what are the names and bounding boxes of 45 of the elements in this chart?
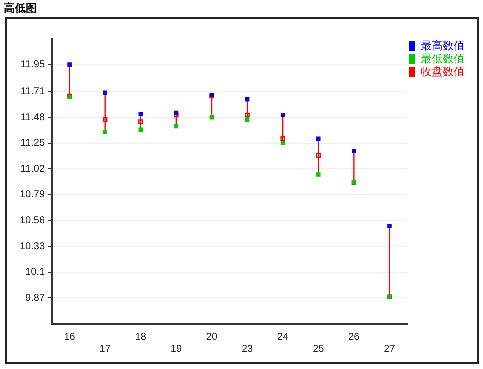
point: [316, 136, 321, 142]
legend-label: 最高数值: [421, 40, 465, 53]
point: [352, 149, 356, 154]
point: [103, 90, 108, 96]
point: [245, 97, 250, 102]
x-tick-label: 25: [313, 344, 325, 355]
y-tick-label: 10.1: [26, 267, 46, 278]
y-tick-label: 11.48: [20, 112, 46, 124]
point: [245, 118, 250, 122]
point: [102, 117, 108, 122]
point: [174, 124, 179, 129]
point: [174, 110, 179, 116]
y-tick-label: 10.79: [20, 190, 46, 201]
chart-title: 高低图: [4, 1, 37, 16]
point: [138, 128, 144, 132]
point: [280, 136, 286, 142]
point: [280, 113, 286, 118]
x-tick-label: 18: [135, 332, 147, 343]
point: [138, 112, 144, 116]
legend-label: 最低数值: [421, 54, 465, 66]
x-tick-label: 23: [242, 344, 254, 355]
point: [68, 62, 72, 67]
x-tick-label: 24: [278, 332, 290, 343]
point: [103, 130, 108, 134]
point: [316, 172, 321, 177]
x-tick-label: 26: [348, 332, 360, 343]
x-tick-label: 19: [170, 344, 182, 355]
x-tick-label: 20: [206, 332, 218, 343]
x-tick-label: 16: [64, 332, 76, 343]
point: [316, 153, 321, 158]
y-tick-label: 10.56: [20, 216, 46, 227]
point: [280, 141, 286, 146]
legend-label: 收盘数值: [421, 66, 465, 79]
x-tick-label: 27: [384, 344, 396, 355]
y-tick-label: 11.95: [20, 60, 46, 71]
point: [388, 224, 392, 229]
point: [245, 112, 250, 118]
point: [138, 120, 144, 124]
y-tick-label: 9.87: [26, 292, 46, 304]
x-tick-label: 17: [100, 344, 112, 355]
y-tick-label: 11.25: [20, 138, 46, 150]
y-tick-label: 11.02: [20, 164, 46, 175]
point: [210, 115, 214, 120]
y-tick-label: 11.71: [20, 86, 46, 98]
y-tick-label: 10.33: [20, 241, 46, 252]
